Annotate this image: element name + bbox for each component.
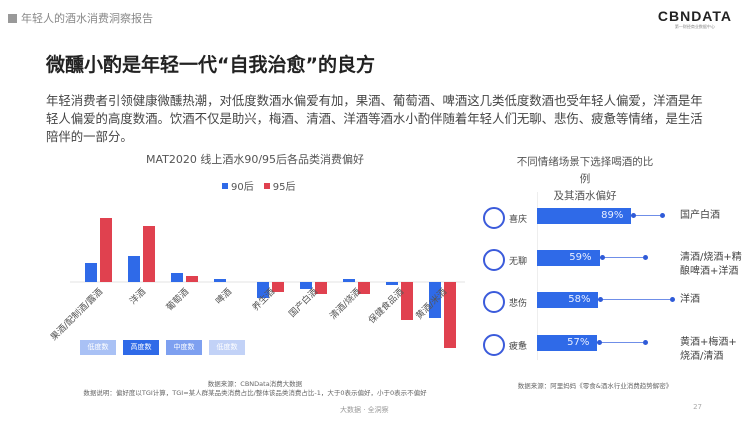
right-chart-title: 不同情绪场景下选择喝酒的比例及其酒水偏好 [515, 154, 655, 205]
degree-badge: 低度数 [209, 340, 245, 355]
cbndata-logo: CBNDATA 第一财经商业数据中心 [658, 8, 732, 30]
degree-badge: 低度数 [80, 340, 116, 355]
emotion-row: 无聊 59% 清酒/烧酒+精 酿啤酒+洋酒 [480, 246, 750, 286]
bar-90后 [171, 273, 183, 282]
legend-95: 95后 [263, 178, 296, 193]
right-source: 数据来源：阿里妈妈《零食&酒水行业消费趋势解密》 [517, 382, 673, 390]
emotion-label: 无聊 [509, 257, 528, 267]
preference-label: 洋酒 [680, 294, 700, 305]
legend-label: 90后 [231, 182, 254, 193]
preference-label: 黄酒+梅酒+ 烧酒/清酒 [680, 337, 737, 362]
emotion-label: 疲惫 [509, 342, 528, 352]
bar-90后 [85, 263, 97, 282]
emotion-row: 喜庆 89% 国产白酒 [480, 204, 750, 244]
bar-90后 [257, 282, 269, 298]
bar-95后 [315, 282, 327, 294]
bar-95后 [401, 282, 413, 320]
connector-line [597, 342, 643, 343]
axis-line [537, 192, 538, 360]
emotion-row: 悲伤 58% 洋酒 [480, 288, 750, 328]
category-label: 啤酒 [213, 286, 234, 307]
bar-90后 [386, 282, 398, 285]
bar-90后 [214, 279, 226, 282]
dot [597, 340, 603, 345]
category-label: 葡萄酒 [164, 286, 192, 314]
bar-95后 [444, 282, 456, 348]
page-number: 27 [693, 403, 702, 411]
header-square-icon [8, 13, 17, 23]
dot [660, 213, 665, 218]
bar-95后 [358, 282, 370, 294]
preference-label: 国产白酒 [680, 210, 720, 221]
percent-bar: 59% [537, 250, 600, 266]
category-label: 洋酒 [127, 286, 148, 307]
right-title-2: 及其酒水偏好 [553, 190, 617, 202]
left-chart-title: MAT2020 线上酒水90/95后各品类消费偏好 [145, 153, 365, 166]
dot [670, 297, 675, 302]
logo-subtext: 第一财经商业数据中心 [674, 24, 715, 29]
preference-label: 清酒/烧酒+精 酿啤酒+洋酒 [680, 252, 742, 277]
bar-90后 [429, 282, 441, 318]
description: 年轻消费者引领健康微醺热潮，对低度数酒水偏爱有加，果酒、葡萄酒、啤酒这几类低度数… [46, 93, 703, 144]
left-note: 数据说明：偏好度以TGI计算，TGI=某人群某品类消费占比/整体该品类消费占比-… [83, 389, 427, 397]
connector-line [631, 215, 660, 216]
dot [631, 213, 637, 218]
bar-95后 [272, 282, 284, 292]
percent-bar: 58% [537, 292, 599, 308]
bored-face-icon [483, 249, 505, 271]
right-title-1: 不同情绪场景下选择喝酒的比例 [516, 156, 654, 185]
percent-bar: 89% [537, 208, 632, 224]
bar-90后 [128, 256, 140, 282]
report-header: 年轻人的酒水消费洞察报告 [8, 10, 153, 26]
category-label: 清酒/烧酒 [327, 286, 363, 322]
legend-label: 95后 [272, 182, 296, 193]
category-label: 果酒/配制酒/露酒 [48, 286, 105, 343]
report-title: 年轻人的酒水消费洞察报告 [21, 12, 153, 25]
emotion-row: 疲惫 57% 黄酒+梅酒+ 烧酒/清酒 [480, 331, 750, 371]
category-label: 保健食品酒 [366, 286, 406, 326]
connector-line [598, 299, 670, 300]
dot [598, 297, 604, 302]
bar-95后 [100, 218, 112, 282]
dot [643, 340, 648, 345]
legend-90: 90后 [222, 178, 254, 193]
bar-95后 [143, 226, 155, 282]
legend: 90后 95后 [222, 178, 295, 193]
percent-bar: 57% [537, 335, 598, 351]
bar-95后 [186, 276, 198, 282]
bar-90后 [300, 282, 312, 289]
logo-text: CBNDATA [657, 8, 732, 24]
dot [599, 255, 605, 260]
left-source: 数据来源：CBNData消费大数据 [207, 380, 303, 388]
dot [643, 255, 648, 260]
sad-face-icon [483, 291, 505, 313]
connector-line [599, 257, 643, 258]
bar-90后 [343, 279, 355, 282]
degree-badge: 高度数 [123, 340, 159, 355]
happy-face-icon [483, 207, 505, 229]
page-title: 微醺小酌是年轻一代“自我治愈”的良方 [46, 54, 375, 76]
footer-text: 大数据 · 全洞察 [340, 406, 389, 414]
emotion-label: 悲伤 [509, 299, 528, 309]
tired-face-icon [483, 334, 505, 356]
emotion-label: 喜庆 [509, 215, 528, 225]
degree-badge: 中度数 [166, 340, 202, 355]
left-bar-chart: 果酒/配制酒/露酒 洋酒 葡萄酒 啤酒 养生酒 国产白酒 清酒/烧酒 保健食品酒 黄酒/米酒 [48, 218, 465, 348]
category-label: 国产白酒 [286, 286, 320, 320]
